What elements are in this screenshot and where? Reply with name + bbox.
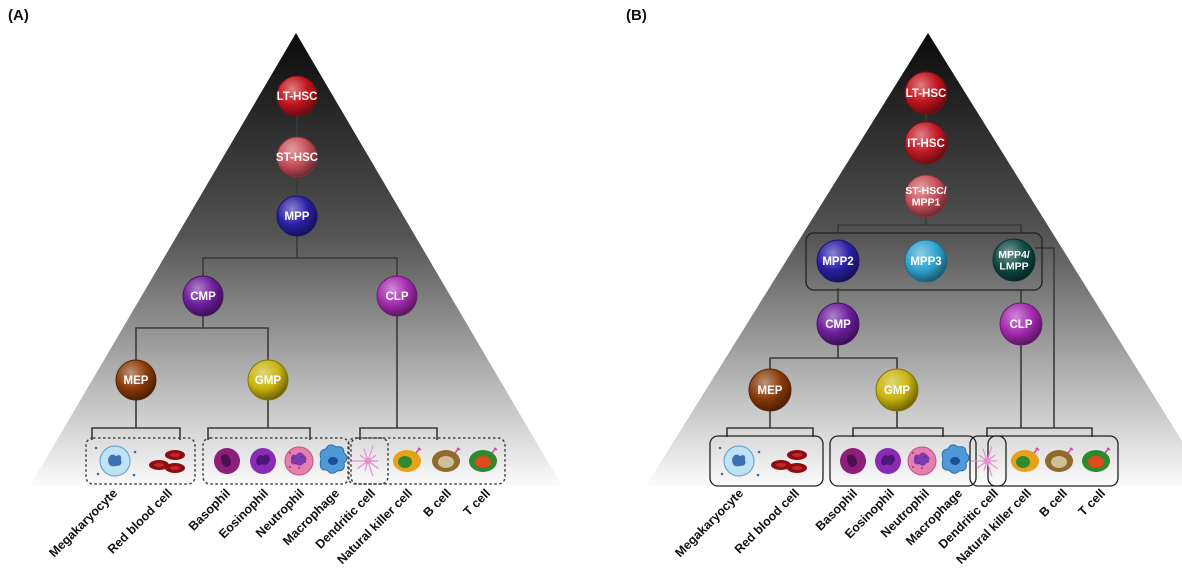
node-mpp4-lmpp: MPP4/LMPP	[992, 238, 1036, 282]
node-mpp3: MPP3	[904, 239, 948, 283]
node-sphere	[904, 121, 948, 165]
macrophage-icon	[941, 444, 970, 474]
node-mpp2: MPP2	[816, 239, 860, 283]
node-label: GMP	[884, 385, 911, 397]
node-sphere	[999, 302, 1043, 346]
node-sphere	[904, 174, 948, 218]
b-cell-icon	[432, 447, 461, 472]
dendritic-cell-box	[969, 435, 1007, 487]
progenitor-nodes-a: LT-HSC ST-HSC MPP CMP CLP MEP GMP	[115, 75, 418, 401]
node-sphere	[904, 71, 948, 115]
node-label: CLP	[386, 291, 409, 303]
node-label: MEP	[124, 375, 149, 387]
node-label: LT-HSC	[277, 91, 318, 103]
node-label: CMP	[825, 319, 851, 331]
node-sphere	[816, 302, 860, 346]
node-sphere	[376, 275, 418, 317]
node-label: MPP2	[822, 256, 853, 268]
t-cell-icon	[469, 447, 498, 472]
node-label: MPP3	[910, 256, 941, 268]
node-st-hsc-mpp1: ST-HSC/MPP1	[904, 174, 948, 218]
node-sphere	[182, 275, 224, 317]
cell-label-t-cell: T cell	[1076, 486, 1109, 519]
mep-progeny-box	[85, 437, 196, 485]
cell-label-b-cell: B cell	[421, 486, 454, 519]
node-sphere	[276, 195, 318, 237]
node-sphere	[904, 239, 948, 283]
panel-label-a: (A)	[8, 7, 29, 24]
panel-label-b: (B)	[626, 7, 647, 24]
progenitor-nodes-b: LT-HSC IT-HSC ST-HSC/MPP1 MPP2 MPP3 MPP4/LMPP…	[748, 71, 1043, 412]
neutrophil-icon	[907, 446, 937, 476]
panel-b: (B) LT-HSC IT-HSC ST-HSC/MPP1 MPP2 MPP3 MPP4/…	[626, 7, 1182, 567]
node-st-hsc: ST-HSC	[276, 136, 318, 178]
node-sphere	[115, 359, 157, 401]
myeloid-progeny-box	[202, 437, 350, 485]
node-label: LT-HSC	[906, 88, 947, 100]
cell-groups-a	[85, 437, 506, 485]
node-mep: MEP	[115, 359, 157, 401]
node-label: MPP1	[912, 197, 941, 209]
node-label: CLP	[1010, 319, 1033, 331]
node-label: CMP	[190, 291, 216, 303]
eosinophil-icon	[250, 448, 276, 474]
node-label: MPP4/	[998, 249, 1030, 261]
mature-cells-a	[94, 444, 498, 477]
node-sphere	[816, 239, 860, 283]
node-gmp: GMP	[247, 359, 289, 401]
node-clp: CLP	[376, 275, 418, 317]
mep-progeny-box	[709, 435, 824, 487]
node-it-hsc: IT-HSC	[904, 121, 948, 165]
eosinophil-icon	[875, 448, 901, 474]
mature-cells-b	[718, 444, 1111, 477]
pyramid-a	[30, 33, 562, 486]
node-label: LMPP	[999, 261, 1028, 273]
t-cell-icon	[1082, 447, 1111, 472]
node-label: MPP	[285, 211, 310, 223]
node-clp: CLP	[999, 302, 1043, 346]
node-gmp: GMP	[875, 368, 919, 412]
node-label: ST-HSC	[276, 152, 318, 164]
node-sphere	[276, 75, 318, 117]
node-sphere	[992, 238, 1036, 282]
megakaryocyte-icon	[718, 445, 761, 477]
node-label: IT-HSC	[907, 138, 945, 150]
neutrophil-icon	[284, 446, 314, 476]
node-mpp: MPP	[276, 195, 318, 237]
dendritic-cell-icon	[971, 445, 998, 477]
node-label: MEP	[758, 385, 783, 397]
dendritic-cell-icon	[352, 445, 379, 477]
cell-label-b-cell: B cell	[1037, 486, 1070, 519]
natural-killer-cell-icon	[1011, 447, 1040, 472]
node-cmp: CMP	[182, 275, 224, 317]
node-label: GMP	[255, 375, 282, 387]
megakaryocyte-icon	[94, 445, 137, 477]
node-lt-hsc: LT-HSC	[904, 71, 948, 115]
b-cell-icon	[1045, 447, 1074, 472]
node-label: ST-HSC/	[905, 185, 947, 197]
node-mep: MEP	[748, 368, 792, 412]
node-sphere	[875, 368, 919, 412]
basophil-icon	[214, 448, 240, 474]
node-sphere	[748, 368, 792, 412]
node-cmp: CMP	[816, 302, 860, 346]
node-sphere	[276, 136, 318, 178]
node-sphere	[247, 359, 289, 401]
lymphoid-progeny-box	[350, 437, 506, 485]
mpp-subsets-box	[805, 232, 1043, 291]
panel-a: (A) LT-HSC ST-HSC MPP CMP CLP MEP GMP Megakary…	[8, 7, 562, 567]
red-blood-cell-icon	[771, 450, 807, 473]
red-blood-cell-icon	[149, 450, 185, 473]
macrophage-icon	[319, 444, 348, 474]
natural-killer-cell-icon	[393, 447, 422, 472]
node-lt-hsc: LT-HSC	[276, 75, 318, 117]
basophil-icon	[840, 448, 866, 474]
cell-label-t-cell: T cell	[461, 486, 494, 519]
